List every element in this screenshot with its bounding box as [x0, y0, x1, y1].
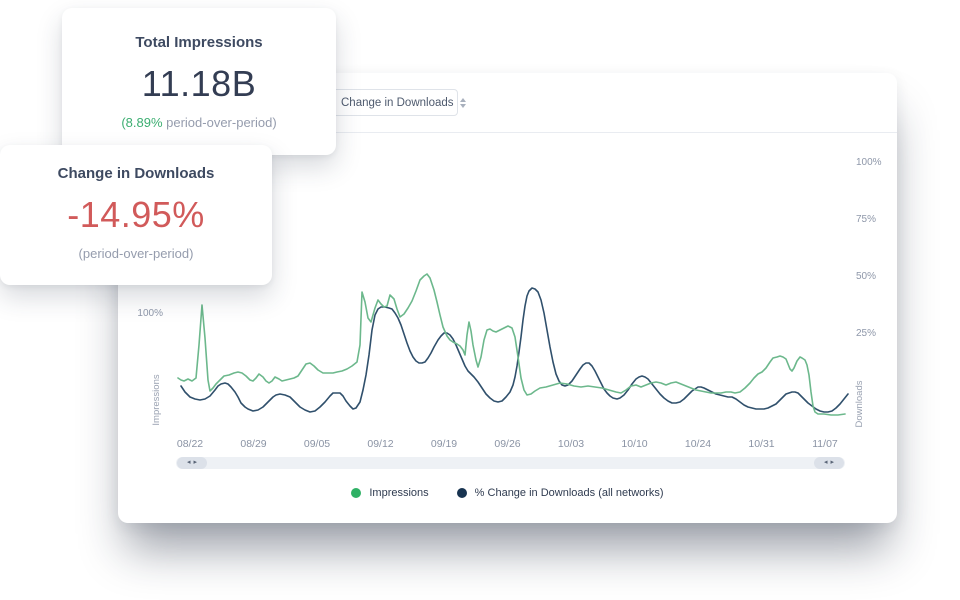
legend-label: Impressions — [369, 487, 429, 499]
updown-caret-icon — [459, 97, 466, 108]
card-subtitle: (period-over-period) — [78, 246, 194, 261]
legend: Impressions % Change in Downloads (all n… — [118, 487, 897, 499]
change-in-downloads-card: Change in Downloads -14.95% (period-over… — [0, 145, 272, 285]
delta-percent: (8.89% — [121, 115, 163, 130]
card-delta: (8.89% period-over-period) — [62, 115, 336, 130]
delta-suffix: period-over-period) — [162, 115, 277, 130]
svg-text:09/12: 09/12 — [367, 438, 393, 450]
svg-text:Downloads: Downloads — [854, 380, 865, 427]
metric-select[interactable]: Change in Downloads — [330, 89, 466, 116]
legend-label: % Change in Downloads (all networks) — [474, 487, 664, 499]
scroll-right-icon[interactable]: ▸ — [830, 459, 835, 466]
svg-text:08/29: 08/29 — [240, 438, 266, 450]
metric-select-value: Change in Downloads — [341, 96, 454, 109]
svg-text:Impressions: Impressions — [151, 374, 162, 425]
header-divider — [118, 132, 897, 133]
svg-text:75%: 75% — [856, 214, 876, 225]
svg-text:10/31: 10/31 — [748, 438, 774, 450]
scroll-left-icon[interactable]: ◂ — [823, 459, 828, 466]
scroll-right-icon[interactable]: ▸ — [193, 459, 198, 466]
impressions-dot-icon — [351, 488, 362, 498]
x-scrollbar[interactable]: ◂ ▸ ◂ ▸ — [176, 457, 845, 469]
svg-text:08/22: 08/22 — [177, 438, 203, 450]
svg-text:10/10: 10/10 — [621, 438, 647, 450]
svg-text:100%: 100% — [856, 157, 882, 168]
svg-text:09/26: 09/26 — [494, 438, 520, 450]
svg-text:10/03: 10/03 — [558, 438, 584, 450]
svg-text:09/19: 09/19 — [431, 438, 457, 450]
card-title: Change in Downloads — [57, 165, 215, 182]
chart-svg: 08/22 08/29 09/05 09/12 09/19 09/26 10/03 10/10… — [137, 157, 882, 450]
svg-text:11/07: 11/07 — [812, 438, 838, 450]
total-impressions-card: Total Impressions 11.18B (8.89% period-o… — [62, 8, 336, 155]
svg-text:25%: 25% — [856, 328, 876, 339]
svg-text:10/24: 10/24 — [685, 438, 711, 450]
card-title: Total Impressions — [135, 34, 263, 51]
downloads-dot-icon — [456, 488, 467, 498]
scrollbar-handle-left[interactable]: ◂ ▸ — [177, 457, 207, 469]
card-value: 11.18B — [141, 63, 257, 104]
scrollbar-handle-right[interactable]: ◂ ▸ — [814, 457, 844, 469]
scroll-left-icon[interactable]: ◂ — [186, 459, 191, 466]
legend-item-impressions[interactable]: Impressions — [351, 487, 429, 499]
svg-text:100%: 100% — [137, 308, 163, 319]
legend-item-downloads[interactable]: % Change in Downloads (all networks) — [456, 487, 664, 499]
svg-text:09/05: 09/05 — [304, 438, 330, 450]
card-value: -14.95% — [67, 194, 205, 235]
svg-text:50%: 50% — [856, 271, 876, 282]
